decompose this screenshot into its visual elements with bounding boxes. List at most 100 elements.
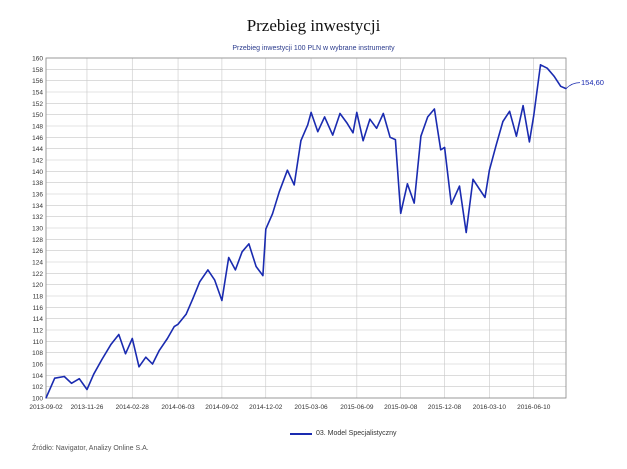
x-tick-label: 2013-09-02 — [29, 404, 63, 411]
y-tick-label: 138 — [32, 180, 43, 187]
x-tick-label: 2015-03-06 — [294, 404, 328, 411]
x-tick-label: 2016-06-10 — [517, 404, 551, 411]
data-point — [323, 116, 326, 118]
data-point — [241, 251, 243, 253]
y-tick-label: 140 — [32, 169, 43, 176]
data-point — [479, 188, 481, 191]
data-point — [278, 191, 280, 193]
data-point — [339, 112, 341, 115]
data-point — [484, 196, 486, 198]
x-axis: 2013-09-02 2013-11-26 2014-02-28 2014-06-03… — [29, 404, 550, 411]
data-point — [234, 269, 236, 271]
y-tick-label: 130 — [32, 226, 43, 233]
data-point — [54, 377, 56, 379]
source-note: Źródło: Navigator, Analizy Online S.A. — [32, 445, 149, 452]
y-tick-label: 120 — [32, 282, 43, 289]
y-tick-label: 128 — [32, 237, 43, 244]
data-point — [352, 132, 354, 134]
x-tick-label: 2015-06-09 — [340, 404, 374, 411]
data-point — [369, 118, 371, 120]
data-point — [214, 279, 216, 281]
data-point — [45, 397, 47, 399]
y-tick-label: 144 — [32, 146, 43, 153]
data-point — [255, 265, 257, 268]
data-point — [509, 110, 511, 112]
y-tick-label: 124 — [32, 260, 43, 267]
data-point — [124, 353, 127, 355]
y-tick-label: 154 — [32, 90, 43, 97]
data-point — [151, 363, 154, 365]
x-tick-label: 2014-12-02 — [249, 404, 283, 411]
y-tick-label: 136 — [32, 192, 43, 199]
data-point — [262, 275, 264, 277]
data-point — [221, 299, 223, 302]
data-point — [317, 131, 319, 133]
data-point — [271, 213, 274, 215]
plot-frame — [45, 57, 567, 399]
x-tick-label: 2013-11-26 — [71, 404, 104, 411]
data-point — [400, 212, 402, 214]
data-point — [158, 349, 160, 351]
y-tick-label: 148 — [32, 124, 43, 131]
data-point — [440, 149, 442, 151]
data-point — [199, 281, 201, 283]
data-point — [248, 243, 250, 245]
data-point — [310, 111, 312, 113]
x-tick-label: 2014-06-03 — [161, 404, 195, 411]
data-point — [495, 144, 497, 146]
data-point — [177, 323, 179, 325]
y-tick-label: 126 — [32, 248, 43, 255]
y-tick-label: 116 — [33, 305, 44, 312]
data-point — [528, 141, 530, 143]
data-point — [70, 382, 73, 384]
data-point — [533, 115, 535, 117]
data-point — [63, 375, 65, 378]
data-point — [173, 326, 175, 328]
data-point — [207, 269, 209, 271]
data-point — [300, 140, 302, 142]
y-tick-label: 132 — [32, 214, 43, 221]
data-point — [307, 124, 309, 126]
y-tick-label: 114 — [33, 316, 44, 323]
data-point — [522, 105, 524, 107]
data-point — [488, 169, 490, 171]
y-tick-label: 110 — [33, 339, 44, 346]
data-point — [450, 203, 452, 205]
y-tick-label: 146 — [32, 135, 43, 142]
data-point — [192, 297, 194, 299]
legend-label: 03. Model Specjalistyczny — [316, 430, 397, 437]
data-point — [362, 140, 364, 142]
data-point — [101, 358, 103, 361]
data-point — [539, 64, 542, 66]
legend-swatch — [290, 432, 312, 435]
y-tick-label: 156 — [32, 78, 43, 85]
data-point — [145, 356, 147, 358]
data-point — [166, 337, 169, 340]
data-point — [382, 112, 384, 115]
data-point — [413, 202, 415, 204]
data-point — [502, 120, 504, 123]
legend: 03. Model Specjalistyczny — [290, 430, 397, 437]
y-tick-label: 100 — [32, 396, 43, 403]
data-point — [376, 127, 378, 129]
data-point — [131, 337, 133, 340]
data-point — [293, 184, 295, 186]
x-tick-label: 2015-12-08 — [428, 404, 462, 411]
grid-lines — [45, 57, 567, 399]
y-tick-label: 106 — [32, 362, 43, 369]
data-point — [458, 185, 461, 187]
series-layer — [45, 64, 567, 399]
y-tick-label: 150 — [32, 112, 43, 119]
end-value-label: 154,60 — [581, 78, 604, 87]
y-tick-label: 152 — [32, 101, 43, 108]
data-point — [118, 333, 120, 336]
y-tick-label: 108 — [32, 350, 43, 357]
data-point — [465, 231, 467, 234]
data-point — [553, 75, 555, 77]
y-tick-label: 112 — [33, 328, 44, 335]
chart-subtitle: Przebieg inwestycji 100 PLN w wybrane in… — [232, 45, 395, 52]
data-point — [78, 378, 80, 380]
data-point — [86, 388, 88, 391]
data-point — [472, 178, 474, 180]
data-point — [110, 343, 112, 345]
